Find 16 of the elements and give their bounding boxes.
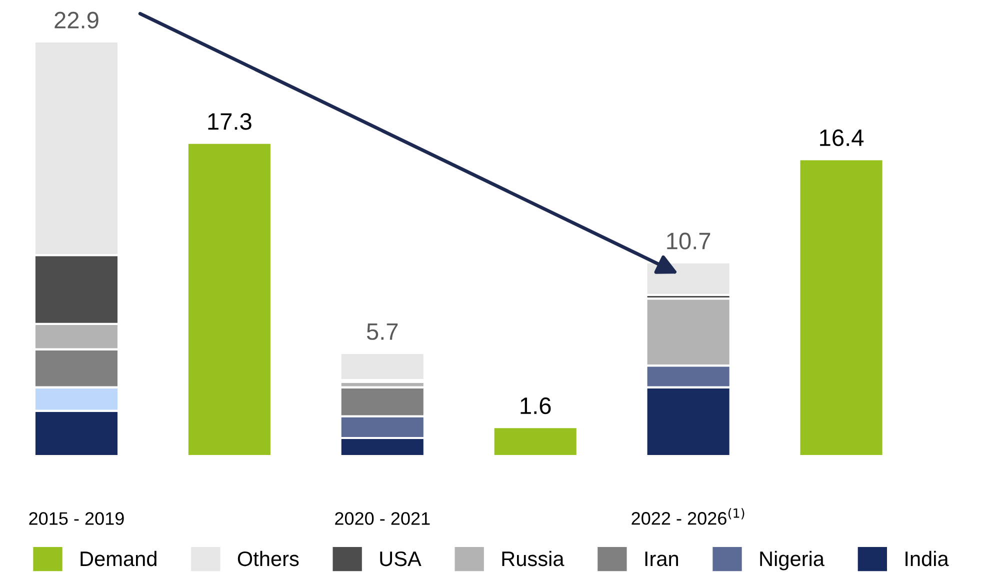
legend-label: Iran <box>645 552 678 566</box>
total-label: 5.7 <box>366 323 398 340</box>
legend-label: Russia <box>502 550 564 566</box>
total-label: 10.7 <box>667 232 710 250</box>
data-label: 1.6 <box>520 397 551 414</box>
data-label: 17.3 <box>208 113 252 130</box>
legend-label: Demand <box>80 550 156 566</box>
x-tick-label: 2022 - 2026$^{(1)}$ <box>632 508 744 525</box>
x-tick-label: 2015 - 2019 <box>29 512 124 525</box>
total-label: 22.9 <box>54 12 98 29</box>
x-tick-label: 2020 - 2021 <box>335 512 430 525</box>
data-label: 16.4 <box>820 129 864 146</box>
legend-label: India <box>906 550 949 566</box>
legend-label: Others <box>238 550 299 566</box>
legend-label: USA <box>380 551 422 566</box>
legend-label: Nigeria <box>760 550 824 570</box>
